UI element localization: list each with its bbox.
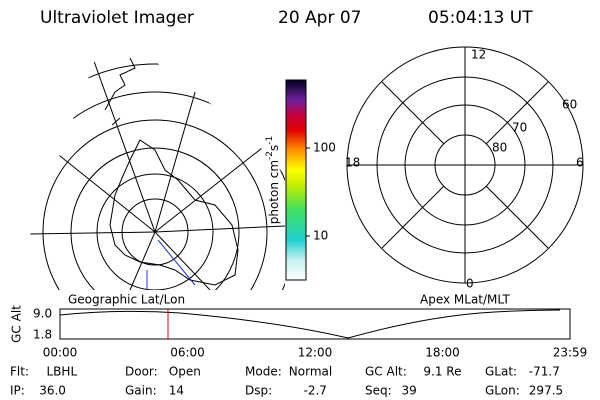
field-label: Gain:: [125, 384, 157, 398]
field-value: 39: [402, 384, 417, 398]
geographic-map: [30, 50, 285, 290]
lat-label: 80: [492, 141, 507, 155]
field-label: Dsp:: [245, 384, 272, 398]
field-label: Door:: [125, 365, 158, 379]
field-value: Open: [169, 365, 201, 379]
field-label: Seq:: [365, 384, 392, 398]
alt-tick: 9.0: [33, 307, 52, 321]
field-label: Mode:: [245, 365, 282, 379]
time-tick: 00:00: [43, 346, 78, 360]
field-label: Flt:: [10, 365, 29, 379]
field-value: 36.0: [39, 384, 66, 398]
field-label: GLat:: [485, 365, 517, 379]
field-label: GLon:: [485, 384, 520, 398]
mlt-label: 6: [576, 156, 584, 170]
field-value: -71.7: [529, 365, 560, 379]
lat-label: 70: [512, 121, 527, 135]
field-value: Normal: [289, 365, 332, 379]
lat-label: 60: [562, 98, 577, 112]
field-value: 297.5: [529, 384, 563, 398]
mlt-label: 18: [345, 156, 360, 170]
alt-tick: 1.8: [33, 328, 52, 342]
colorbar-tick-label: 100: [313, 141, 336, 155]
field-value: -2.7: [304, 384, 327, 398]
polar-grid: [346, 46, 584, 284]
field-label: GC Alt:: [365, 365, 407, 379]
mlt-label: 12: [471, 48, 486, 62]
time-tick: 18:00: [425, 346, 460, 360]
field-value: 14: [169, 384, 184, 398]
field-value: 9.1 Re: [423, 365, 461, 379]
time: 05:04:13 UT: [428, 8, 533, 28]
projection-label: Apex MLat/MLT: [420, 293, 510, 307]
timeline: [59, 308, 571, 340]
colorbar-label: photon cm-2s-1: [265, 136, 281, 225]
field-value: LBHL: [47, 365, 78, 379]
mlt-label: 0: [466, 277, 474, 291]
altitude-curve: [59, 309, 561, 339]
timeline-axis-label: GC Alt: [10, 305, 24, 343]
time-tick: 23:59: [553, 346, 588, 360]
projection-label: Geographic Lat/Lon: [68, 293, 185, 307]
colorbar: [285, 79, 307, 281]
time-tick: 06:00: [170, 346, 205, 360]
date: 20 Apr 07: [278, 8, 361, 28]
colorbar-tick-label: 10: [313, 229, 328, 243]
field-label: IP:: [10, 384, 25, 398]
title: Ultraviolet Imager: [40, 8, 194, 28]
time-tick: 12:00: [298, 346, 333, 360]
